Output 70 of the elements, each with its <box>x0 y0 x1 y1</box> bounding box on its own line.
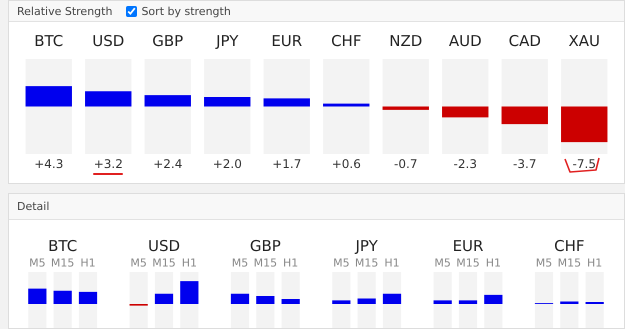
bar <box>230 294 250 304</box>
data-label: +2.4 <box>153 157 182 172</box>
x-tick-label: CAD <box>508 32 541 50</box>
data-label: +4.3 <box>34 157 64 172</box>
x-tick-label: GBP <box>152 32 184 50</box>
bar <box>458 300 478 304</box>
bar <box>264 98 310 106</box>
x-tick-label: BTC <box>48 236 78 255</box>
text: H1 <box>283 256 298 270</box>
bar <box>282 298 300 304</box>
x-tick-label: EUR <box>271 32 302 50</box>
text: Sort by strength <box>141 4 231 18</box>
bar <box>382 106 429 110</box>
x-tick-label: CHF <box>554 236 585 255</box>
bar <box>323 104 370 106</box>
text: M5 <box>434 256 451 270</box>
bar <box>78 292 98 304</box>
bar <box>358 298 376 304</box>
data-label: -7.5 <box>572 157 596 172</box>
text: H1 <box>486 256 501 270</box>
text: M15 <box>254 256 278 270</box>
text: M15 <box>152 256 176 270</box>
x-tick-label: GBP <box>250 236 281 255</box>
text: H1 <box>384 256 400 270</box>
data-label: -2.3 <box>454 157 477 172</box>
bar <box>144 95 191 106</box>
text: M5 <box>130 256 147 270</box>
bar <box>28 288 46 304</box>
bar <box>442 106 488 118</box>
text: M15 <box>456 256 480 270</box>
data-label: +3.2 <box>94 157 123 172</box>
x-tick-label: XAU <box>568 32 600 50</box>
x-tick-label: JPY <box>215 32 240 50</box>
text: M15 <box>354 256 378 270</box>
x-tick-label: NZD <box>389 32 422 50</box>
text: M15 <box>558 256 582 270</box>
data-label: +1.7 <box>272 157 302 172</box>
bar <box>154 294 174 304</box>
text: H1 <box>80 256 96 270</box>
bar <box>502 106 548 124</box>
bar <box>26 86 72 106</box>
text: M5 <box>536 256 552 270</box>
x-tick-label: JPY <box>354 236 379 255</box>
series-label: M15 <box>50 256 74 270</box>
series-label: H1 <box>182 256 197 270</box>
bar <box>382 294 402 304</box>
x-tick-label: USD <box>148 236 180 255</box>
data-label: -3.7 <box>513 157 536 172</box>
bar <box>85 91 132 106</box>
chart-title: Detail <box>17 200 50 213</box>
data-label: +2.0 <box>212 157 242 172</box>
bar <box>256 296 274 304</box>
chart-title: Relative Strength <box>17 4 112 18</box>
x-tick-label: EUR <box>452 236 484 255</box>
bar <box>204 97 250 106</box>
bar <box>484 294 502 304</box>
x-tick-label: USD <box>92 32 124 50</box>
text: M5 <box>333 256 350 270</box>
text: M5 <box>232 256 248 270</box>
x-tick-label: AUD <box>448 32 482 50</box>
text: H1 <box>587 256 602 270</box>
series-label: M5 <box>29 256 46 270</box>
bar <box>434 300 452 304</box>
x-tick-label: BTC <box>34 32 64 50</box>
bar <box>560 301 578 304</box>
data-label: +0.6 <box>332 157 361 172</box>
bar <box>332 300 350 304</box>
x-tick-label: CHF <box>331 32 362 50</box>
data-label: -0.7 <box>394 157 418 172</box>
bar <box>54 290 72 304</box>
